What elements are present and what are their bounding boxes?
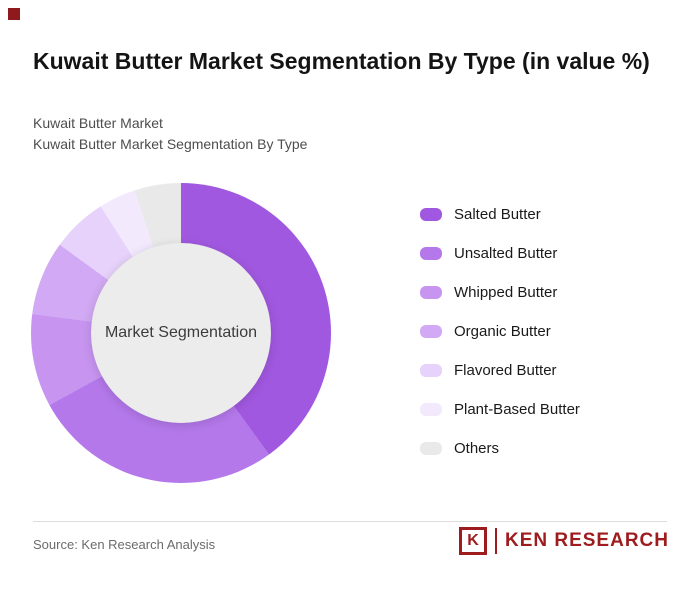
legend-swatch [420, 364, 442, 377]
source-text: Source: Ken Research Analysis [33, 537, 216, 552]
legend-item[interactable]: Unsalted Butter [420, 245, 580, 262]
brand-mark [8, 8, 20, 20]
ken-research-logo: K KEN RESEARCH [458, 527, 669, 555]
logo-text: KEN RESEARCH [504, 530, 669, 551]
donut-center-label: Market Segmentation [104, 324, 258, 341]
legend-label: Flavored Butter [454, 362, 557, 379]
legend-item[interactable]: Whipped Butter [420, 284, 580, 301]
legend-swatch [420, 325, 442, 338]
legend-swatch [420, 247, 442, 260]
legend-item[interactable]: Plant-Based Butter [420, 401, 580, 418]
legend-label: Plant-Based Butter [454, 401, 580, 418]
legend-item[interactable]: Organic Butter [420, 323, 580, 340]
logo-k-icon: K [458, 527, 487, 555]
donut-center: Market Segmentation [91, 243, 271, 423]
legend-item[interactable]: Salted Butter [420, 206, 580, 223]
donut-chart[interactable]: Market Segmentation [31, 183, 331, 483]
subtitle-market: Kuwait Butter Market [33, 115, 163, 131]
legend-swatch [420, 442, 442, 455]
legend-swatch [420, 403, 442, 416]
legend-swatch [420, 286, 442, 299]
page-title: Kuwait Butter Market Segmentation By Typ… [33, 48, 650, 75]
legend-swatch [420, 208, 442, 221]
logo-divider [494, 528, 497, 554]
legend-item[interactable]: Others [420, 440, 580, 457]
legend-label: Whipped Butter [454, 284, 558, 301]
subtitle-segmentation: Kuwait Butter Market Segmentation By Typ… [33, 136, 308, 152]
legend-label: Others [454, 440, 500, 457]
legend-label: Salted Butter [454, 206, 541, 223]
legend-item[interactable]: Flavored Butter [420, 362, 580, 379]
legend-label: Unsalted Butter [454, 245, 558, 262]
legend-label: Organic Butter [454, 323, 551, 340]
footer-divider [33, 521, 667, 522]
chart-legend: Salted Butter Unsalted Butter Whipped Butt… [420, 206, 580, 457]
